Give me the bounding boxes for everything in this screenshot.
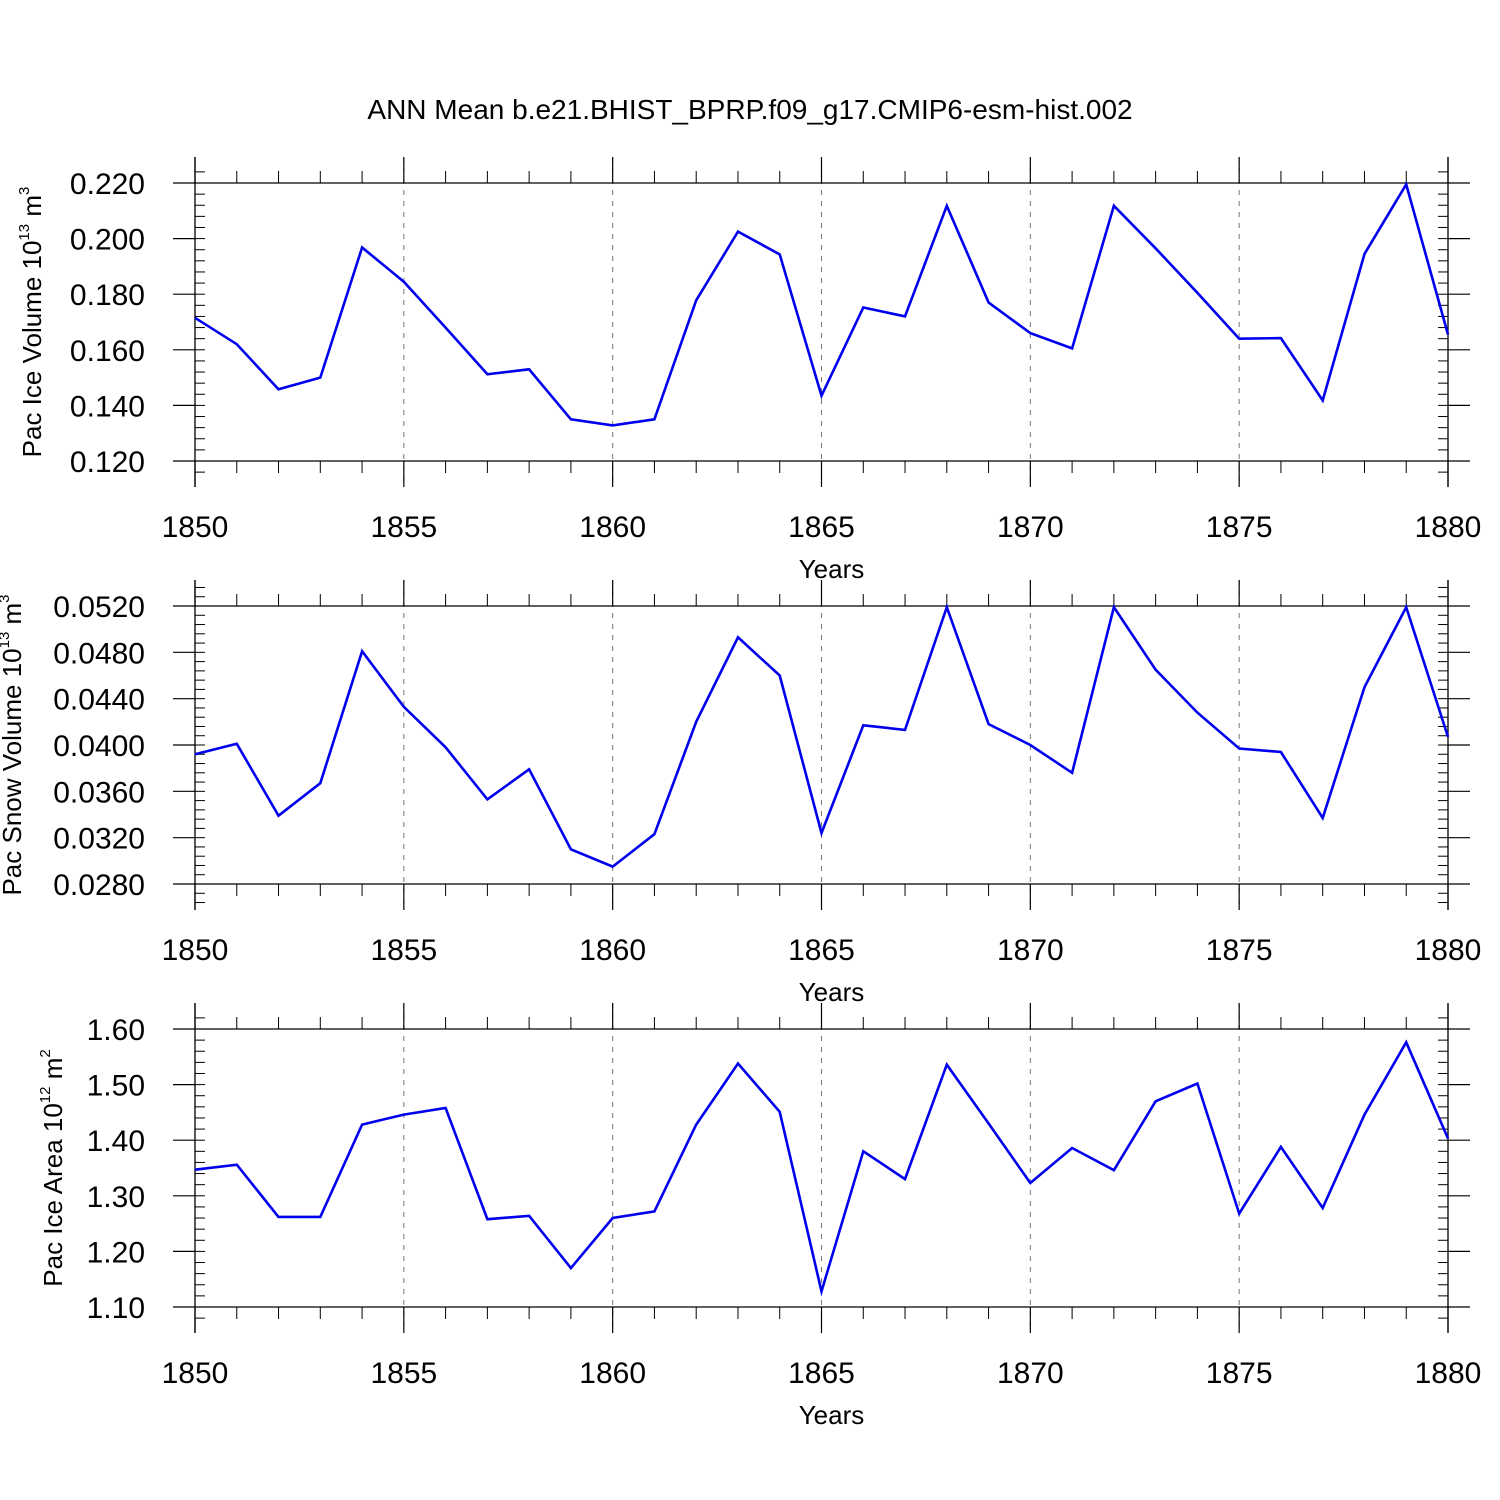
y-tick-label: 1.30: [87, 1181, 145, 1214]
y-tick-label: 0.0400: [53, 730, 145, 763]
x-tick-label: 1865: [788, 934, 855, 967]
y-tick-label: 0.140: [70, 390, 145, 423]
panel-3: 1.10 1.20 1.30 1.40 1.50 1.60 1850 1855 1860 1865…: [37, 1003, 1481, 1430]
y-tick-label: 1.60: [87, 1014, 145, 1047]
x-tick-label: 1870: [997, 934, 1064, 967]
panel-1: 0.120 0.140 0.160 0.180 0.200 0.220 1850 1855 18…: [16, 157, 1481, 584]
x-axis-label: Years: [799, 554, 865, 584]
x-tick-label: 1850: [162, 511, 229, 544]
y-tick-label: 0.160: [70, 335, 145, 368]
y-tick-label: 0.220: [70, 168, 145, 201]
x-tick-label: 1870: [997, 511, 1064, 544]
y-axis-label: Pac Snow Volume 1013 m3: [0, 594, 27, 895]
y-tick-label: 0.120: [70, 446, 145, 479]
y-tick-label: 0.0320: [53, 823, 145, 856]
y-tick-label: 0.200: [70, 224, 145, 257]
x-tick-label: 1860: [579, 511, 646, 544]
y-tick-label: 1.50: [87, 1070, 145, 1103]
x-tick-label: 1855: [370, 1357, 437, 1390]
y-tick-label: 0.0520: [53, 591, 145, 624]
panel-2: 0.0280 0.0320 0.0360 0.0400 0.0440 0.0480 0.05…: [0, 580, 1481, 1007]
y-tick-label: 1.20: [87, 1236, 145, 1269]
x-tick-label: 1880: [1415, 934, 1482, 967]
y-tick-label: 1.10: [87, 1292, 145, 1325]
x-tick-label: 1880: [1415, 511, 1482, 544]
data-series-line: [194, 603, 1450, 869]
x-tick-label: 1855: [370, 934, 437, 967]
x-tick-label: 1850: [162, 934, 229, 967]
x-tick-label: 1875: [1206, 1357, 1273, 1390]
y-tick-label: 0.0480: [53, 637, 145, 670]
x-tick-label: 1860: [579, 934, 646, 967]
y-axis-label: Pac Ice Volume 1013 m3: [16, 187, 47, 458]
data-series-line: [194, 181, 1450, 427]
y-tick-label: 0.0360: [53, 776, 145, 809]
y-axis-label: Pac Ice Area 1012 m2: [37, 1049, 68, 1286]
x-tick-label: 1875: [1206, 511, 1273, 544]
chart-title: ANN Mean b.e21.BHIST_BPRP.f09_g17.CMIP6-…: [367, 94, 1132, 125]
x-tick-label: 1860: [579, 1357, 646, 1390]
y-tick-label: 0.0440: [53, 684, 145, 717]
data-series-line: [194, 1039, 1450, 1297]
x-tick-label: 1855: [370, 511, 437, 544]
y-tick-label: 0.180: [70, 279, 145, 312]
x-axis-label: Years: [799, 977, 865, 1007]
x-tick-label: 1865: [788, 511, 855, 544]
x-axis-label: Years: [799, 1400, 865, 1430]
x-tick-label: 1870: [997, 1357, 1064, 1390]
y-tick-label: 0.0280: [53, 869, 145, 902]
y-tick-label: 1.40: [87, 1125, 145, 1158]
x-tick-label: 1880: [1415, 1357, 1482, 1390]
x-tick-label: 1875: [1206, 934, 1273, 967]
x-tick-label: 1850: [162, 1357, 229, 1390]
x-tick-label: 1865: [788, 1357, 855, 1390]
